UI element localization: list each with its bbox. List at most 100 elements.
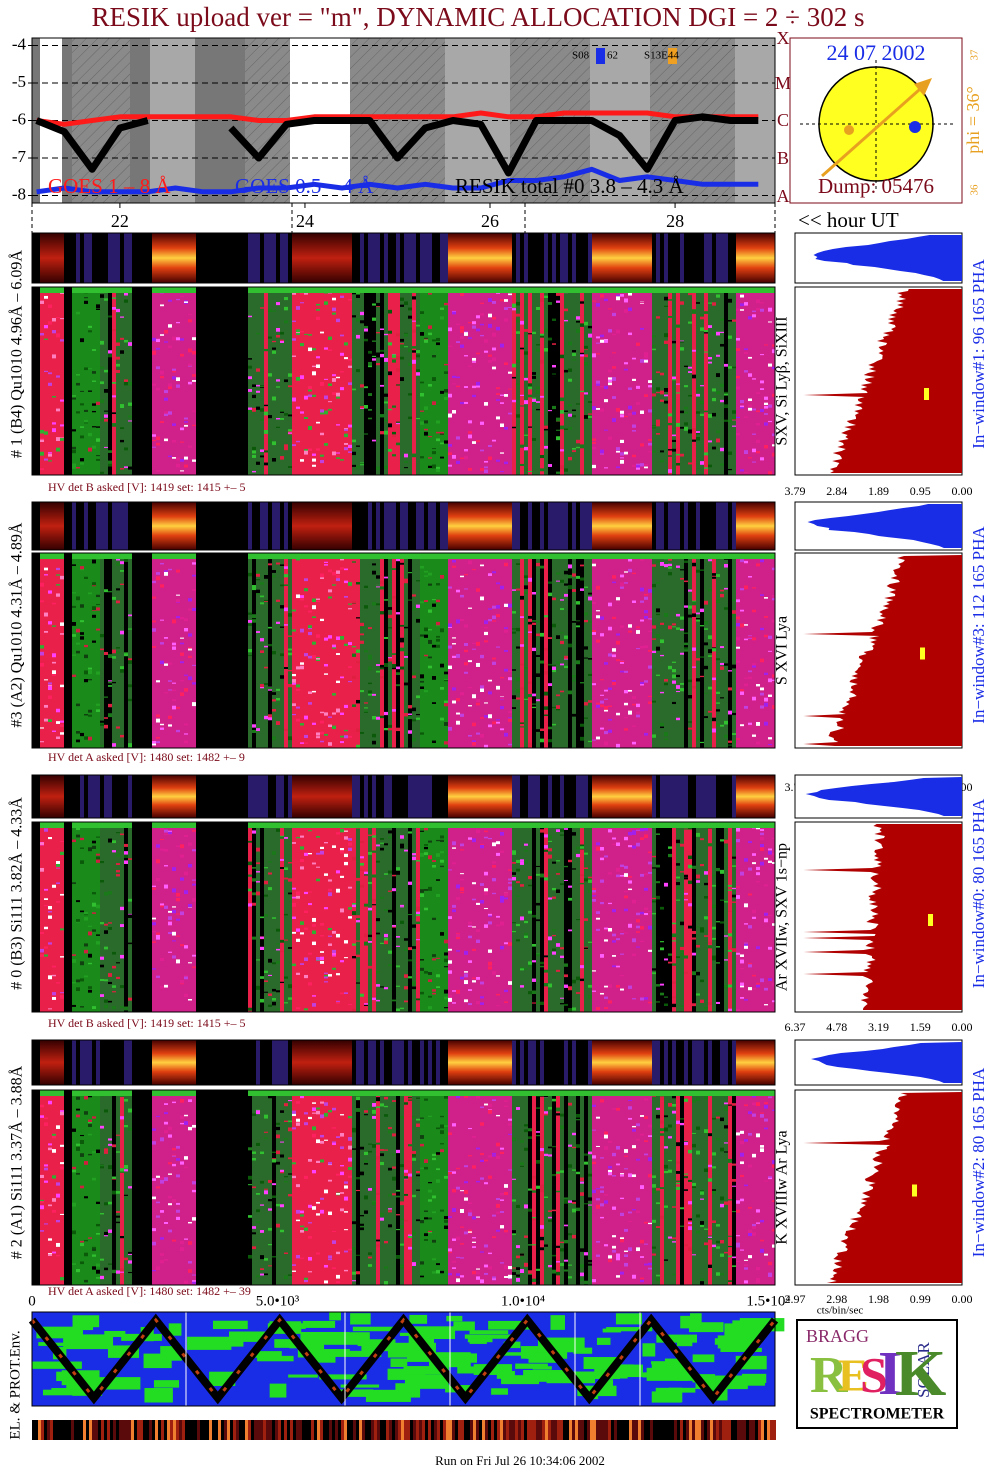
spectrum-streak xyxy=(356,955,360,958)
spectrum-streak xyxy=(708,655,712,657)
spectrum-streak xyxy=(340,848,344,850)
spectrum-streak xyxy=(712,573,716,576)
spectrum-streak xyxy=(48,915,52,918)
spectrum-streak xyxy=(756,423,760,425)
spectrum-column xyxy=(488,822,492,1012)
spectrum-streak xyxy=(164,985,168,988)
spectrum-streak xyxy=(392,888,396,891)
strip-column xyxy=(596,775,600,818)
spectrum-streak xyxy=(480,655,484,658)
spectrum-streak xyxy=(320,732,324,735)
spectrum-streak xyxy=(304,1008,308,1010)
spectrum-streak xyxy=(376,603,380,605)
strip-column xyxy=(424,233,428,283)
spectrum-streak xyxy=(456,990,460,994)
spectrum-streak xyxy=(652,972,656,974)
spectrum-streak xyxy=(252,892,256,895)
spectrum-streak xyxy=(692,931,696,934)
spectrum-edge xyxy=(40,287,44,293)
spectrum-streak xyxy=(332,712,336,714)
spectrum-streak xyxy=(428,887,432,891)
spectrum-streak xyxy=(92,606,96,610)
strip-column xyxy=(660,775,664,818)
spectrum-column xyxy=(208,822,212,1012)
spectrum-edge xyxy=(484,553,488,559)
spectrum-streak xyxy=(80,462,84,464)
spectrum-streak xyxy=(744,624,748,625)
spectrum-streak xyxy=(676,956,680,958)
spectrum-streak xyxy=(400,1008,404,1009)
spectrum-column xyxy=(36,287,40,475)
spectrum-streak xyxy=(280,837,284,839)
spectrum-streak xyxy=(636,628,640,630)
spectrum-streak xyxy=(368,655,372,656)
strip-column xyxy=(292,233,296,283)
peak-marker xyxy=(920,648,925,660)
spectrum-streak xyxy=(668,567,672,569)
spectrum-edge xyxy=(420,553,424,559)
spectrum-streak xyxy=(168,680,172,682)
spectrum-streak xyxy=(392,432,396,435)
spectrum-streak xyxy=(688,728,692,730)
spectrum-streak xyxy=(112,597,116,600)
spectrum-streak xyxy=(592,602,596,604)
spectrum-edge xyxy=(52,287,56,293)
spectrum-column xyxy=(168,287,172,475)
spectrum-streak xyxy=(476,642,480,646)
spectrum-streak xyxy=(172,888,176,892)
spectrum-streak xyxy=(544,663,548,665)
spectrum-edge xyxy=(356,822,360,828)
spectrum-edge xyxy=(412,553,416,559)
spectrum-streak xyxy=(580,565,584,567)
spectrum-streak xyxy=(460,692,464,695)
spectrum-streak xyxy=(764,403,768,405)
spectrum-streak xyxy=(644,394,648,397)
spectrum-edge xyxy=(668,553,672,559)
spectrum-column xyxy=(728,287,732,475)
spectrum-column xyxy=(296,553,300,748)
spectrum-column xyxy=(508,287,512,475)
spectrum-streak xyxy=(760,559,764,562)
spectrum-column xyxy=(528,287,532,475)
spectrum-streak xyxy=(700,327,704,331)
spectrum-streak xyxy=(316,599,320,600)
spectrum-streak xyxy=(120,404,124,408)
strip-column xyxy=(432,502,436,550)
spectrum-streak xyxy=(716,658,720,660)
spectrum-streak xyxy=(396,612,400,614)
spectrum-column xyxy=(464,287,468,475)
spectrum-streak xyxy=(304,911,308,913)
spectrum-edge xyxy=(356,287,360,293)
spectrum-streak xyxy=(736,617,740,620)
spectrum-streak xyxy=(104,717,108,719)
spectrum-streak xyxy=(692,440,696,442)
spectrum-streak xyxy=(516,628,520,631)
spectrum-streak xyxy=(528,694,532,697)
spectrum-streak xyxy=(44,371,48,372)
strip-column xyxy=(708,502,712,550)
strip-column xyxy=(500,233,504,283)
spectrum-column xyxy=(632,553,636,748)
spectrum-streak xyxy=(760,687,764,690)
spectrum-streak xyxy=(340,908,344,912)
spectrum-edge xyxy=(348,553,352,559)
spectrum-column xyxy=(540,822,544,1012)
spectrum-edge xyxy=(616,553,620,559)
spectrum-streak xyxy=(608,1000,612,1001)
spectrum-streak xyxy=(544,970,548,973)
spectrum-streak xyxy=(56,409,60,412)
spectrum-streak xyxy=(584,587,588,588)
spectrum-streak xyxy=(384,728,388,730)
spectrum-streak xyxy=(76,643,80,645)
spectrum-column xyxy=(360,553,364,748)
spectrum-streak xyxy=(724,364,728,367)
spectrum-streak xyxy=(164,834,168,835)
spectrum-streak xyxy=(460,326,464,329)
spectrum-column xyxy=(232,553,236,748)
spectrum-streak xyxy=(496,416,500,419)
spectrum-streak xyxy=(736,309,740,311)
strip-column xyxy=(648,233,652,283)
spectrum-streak xyxy=(284,584,288,586)
spectrum-streak xyxy=(612,617,616,619)
spectrum-streak xyxy=(288,878,292,881)
